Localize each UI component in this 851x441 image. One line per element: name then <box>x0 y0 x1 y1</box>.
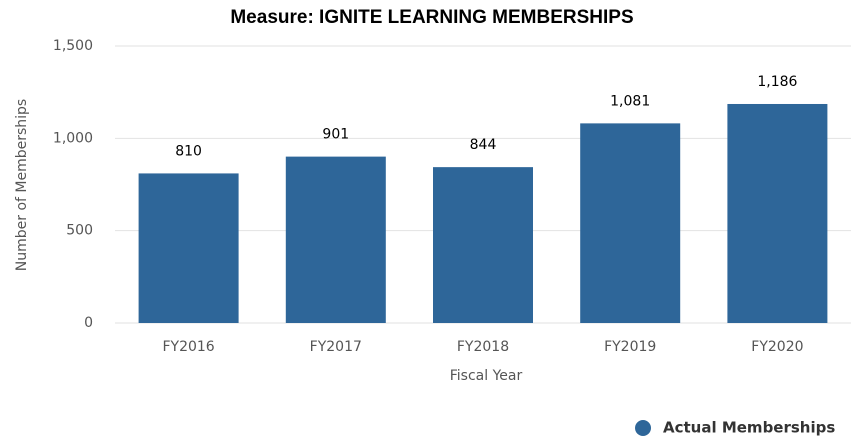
y-tick-label: 500 <box>66 223 93 239</box>
x-tick-label: FY2016 <box>162 339 214 355</box>
bar <box>433 167 533 323</box>
bar <box>580 123 681 323</box>
y-axis-label: Number of Memberships <box>14 99 30 271</box>
bar <box>285 156 386 323</box>
y-tick-label: 1,500 <box>53 38 93 54</box>
data-label: 810 <box>175 143 202 159</box>
data-label: 901 <box>322 127 349 143</box>
data-label: 1,081 <box>610 93 650 109</box>
bar <box>138 173 239 323</box>
x-tick-label: FY2017 <box>310 339 362 355</box>
y-tick-label: 1,000 <box>53 130 93 146</box>
bar <box>727 103 828 323</box>
x-axis-label: Fiscal Year <box>450 368 523 384</box>
x-tick-label: FY2018 <box>457 339 509 355</box>
data-label: 1,186 <box>757 74 797 90</box>
x-tick-label: FY2019 <box>604 339 656 355</box>
x-tick-label: FY2020 <box>751 339 803 355</box>
data-label: 844 <box>470 137 497 153</box>
y-tick-label: 0 <box>84 315 93 331</box>
legend-marker <box>635 420 651 436</box>
legend-label: Actual Memberships <box>663 419 835 437</box>
chart-title: Measure: IGNITE LEARNING MEMBERSHIPS <box>230 7 633 28</box>
